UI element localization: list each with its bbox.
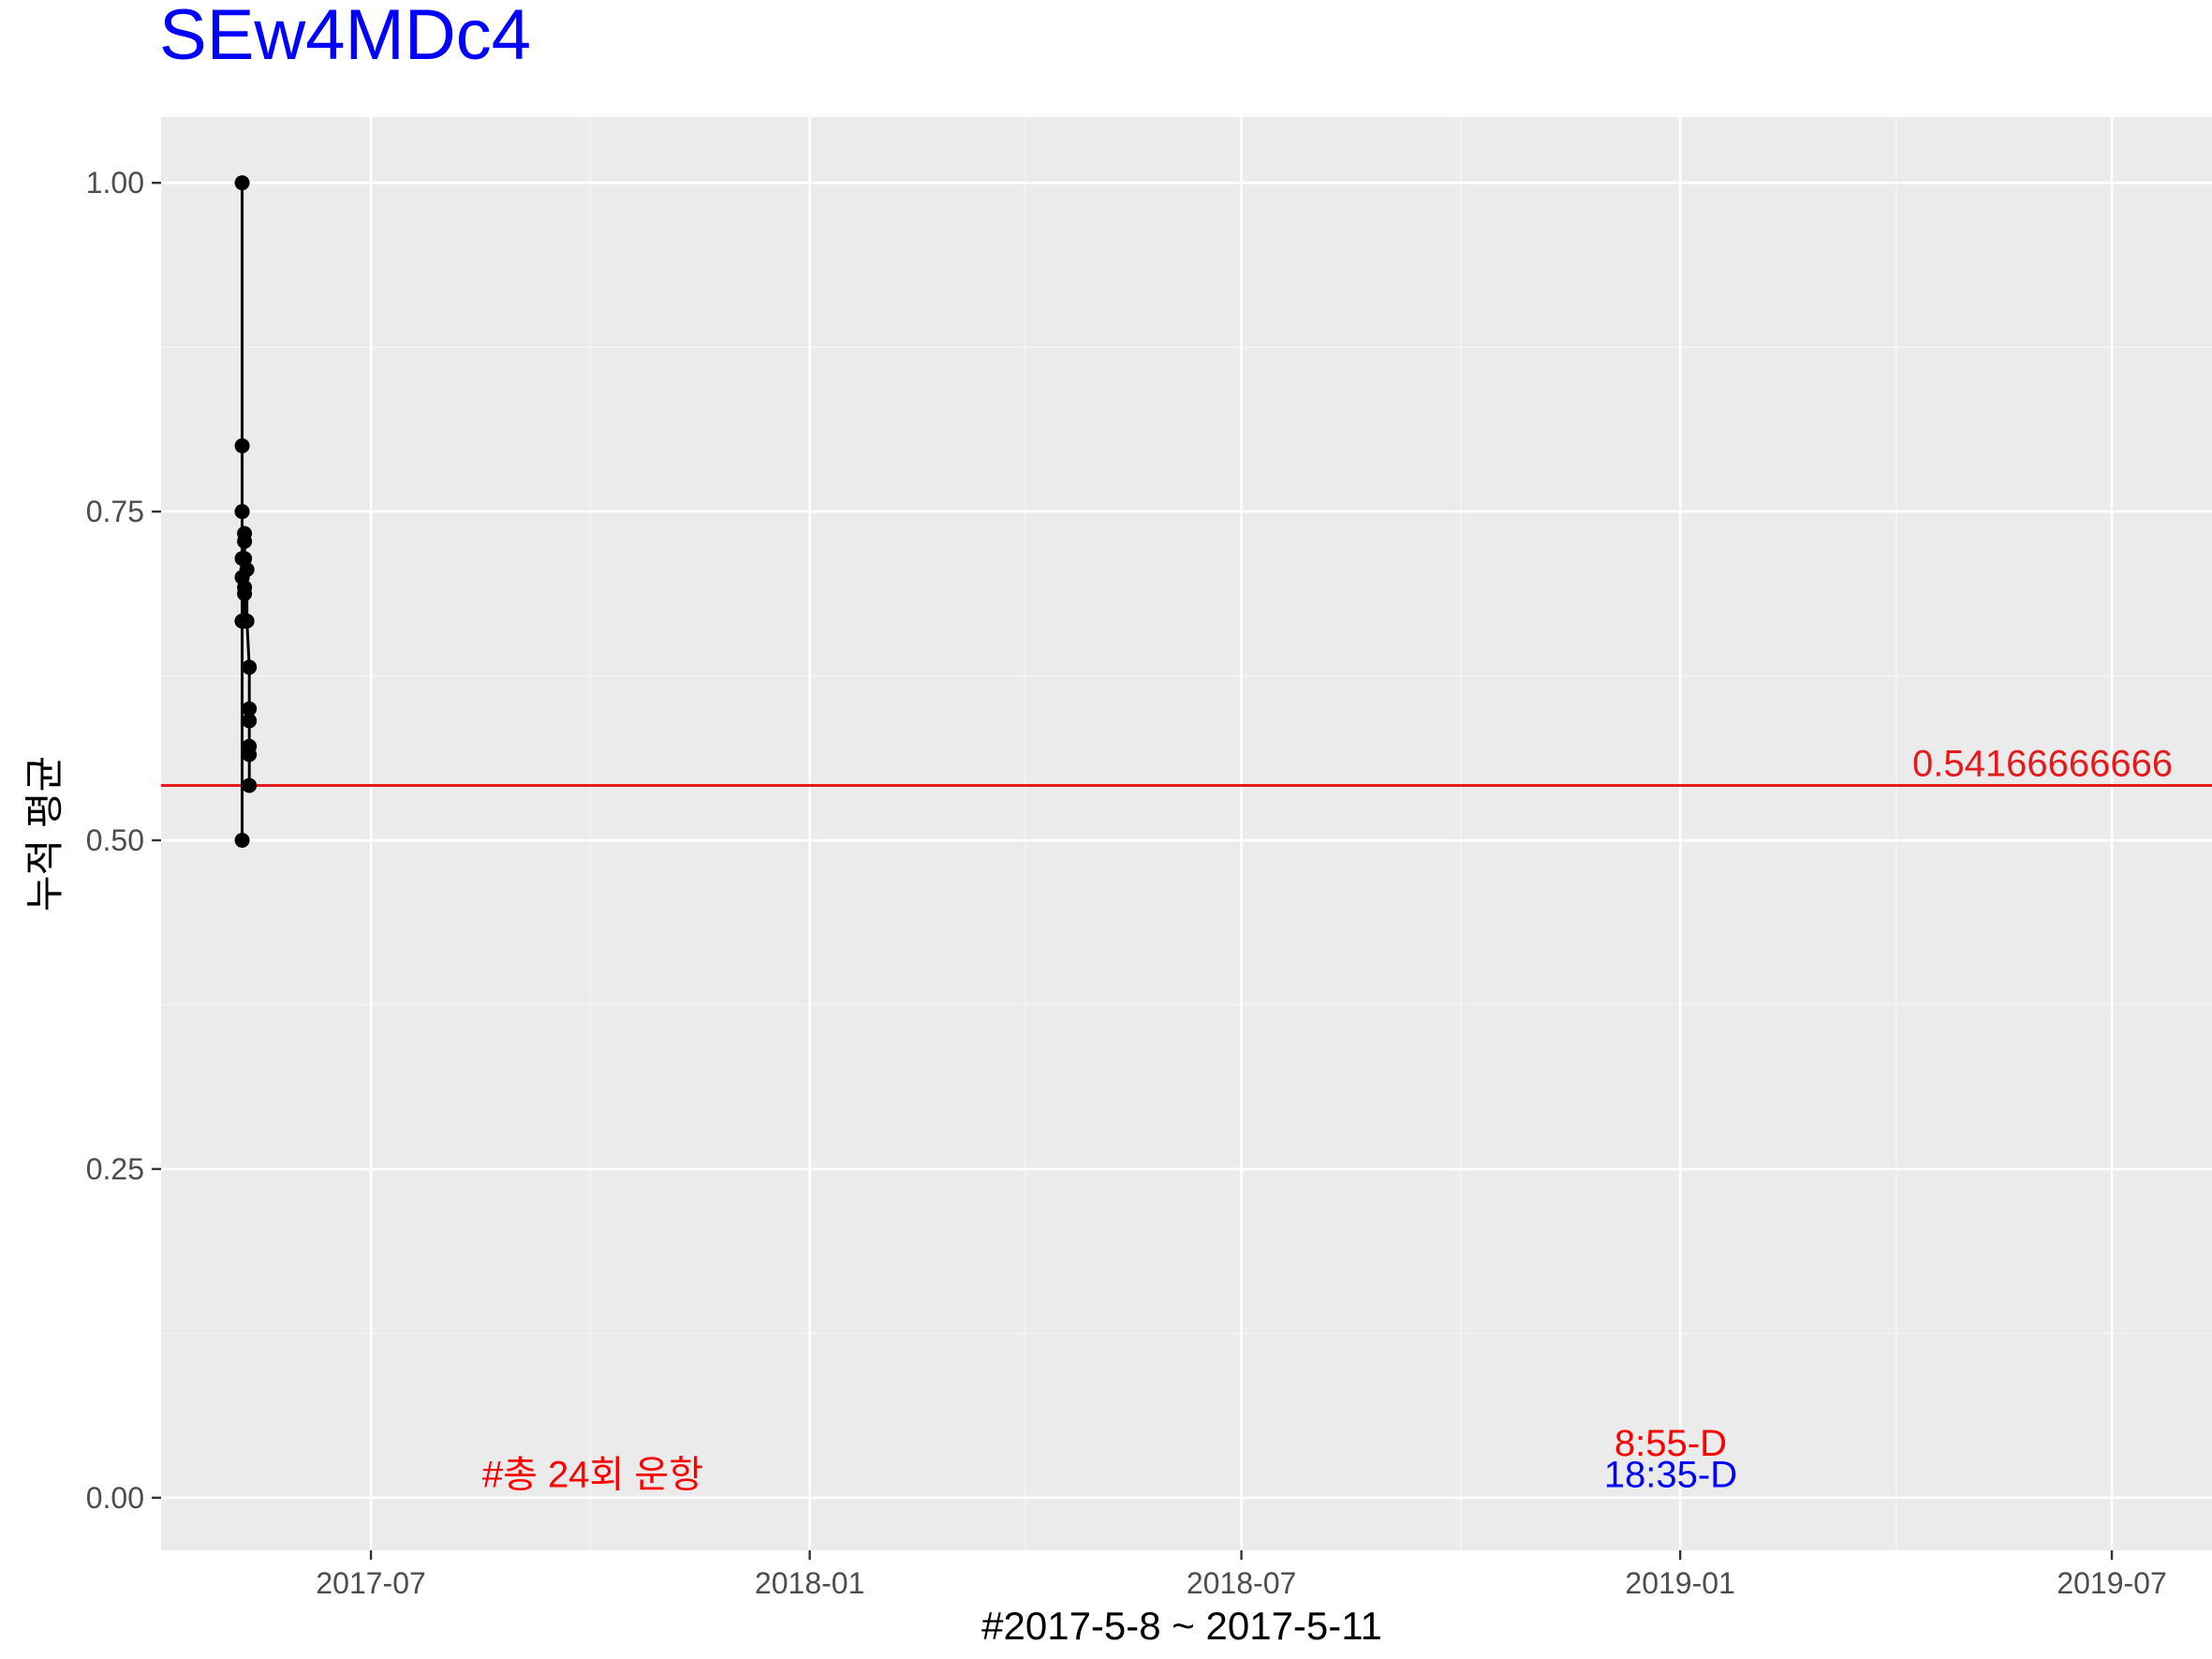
x-axis-title: #2017-5-8 ~ 2017-5-11 bbox=[981, 1604, 1382, 1648]
y-tick-label: 0.50 bbox=[86, 823, 144, 857]
x-tick-label: 2019-01 bbox=[1625, 1566, 1734, 1600]
annotation-text: 8:55-D bbox=[1615, 1423, 1727, 1464]
mean-reference-line: 0.54166666666 bbox=[161, 744, 2212, 788]
data-point bbox=[242, 713, 258, 729]
data-point bbox=[237, 526, 253, 541]
x-tick-label: 2018-01 bbox=[755, 1566, 864, 1600]
annotation-text: #총 24회 운항 bbox=[482, 1455, 703, 1496]
y-tick-label: 0.25 bbox=[86, 1152, 144, 1186]
annotation-text: 18:35-D bbox=[1604, 1455, 1737, 1496]
data-point bbox=[234, 833, 250, 849]
data-point bbox=[234, 175, 250, 191]
major-gridlines bbox=[161, 117, 2212, 1550]
annotation-layer: #총 24회 운항 8:55-D18:35-D bbox=[482, 1423, 1737, 1496]
mean-line-label: 0.54166666666 bbox=[1912, 744, 2173, 785]
series-layer bbox=[234, 175, 258, 849]
data-point bbox=[239, 614, 255, 630]
x-tick-label: 2018-07 bbox=[1187, 1566, 1296, 1600]
plot-panel bbox=[161, 117, 2212, 1550]
y-tick-label: 0.75 bbox=[86, 495, 144, 528]
y-tick-label: 1.00 bbox=[86, 166, 144, 200]
y-tick-label: 0.00 bbox=[86, 1481, 144, 1515]
data-point bbox=[234, 504, 250, 520]
axes: 0.00 0.25 0.50 0.75 1.00 2017-07 2018-01 2018-0… bbox=[86, 166, 2167, 1600]
y-axis-title: 누적 평균 bbox=[22, 756, 66, 911]
data-point bbox=[239, 562, 255, 578]
chart-title: SEw4MDc4 bbox=[159, 0, 531, 75]
data-point bbox=[237, 585, 253, 601]
x-tick-label: 2019-07 bbox=[2057, 1566, 2166, 1600]
data-point bbox=[242, 778, 258, 793]
data-point bbox=[242, 747, 258, 763]
data-point bbox=[242, 659, 258, 675]
data-point bbox=[234, 437, 250, 453]
minor-gridlines bbox=[161, 117, 2212, 1550]
data-point bbox=[242, 701, 258, 717]
x-tick-label: 2017-07 bbox=[316, 1566, 425, 1600]
